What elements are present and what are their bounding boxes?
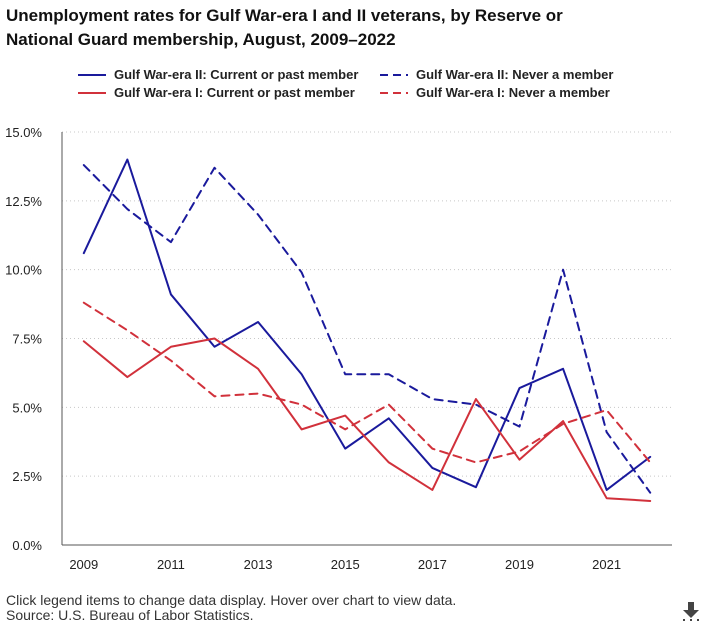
data-point-series-4 [647, 459, 653, 465]
x-tick-label: 2021 [592, 557, 621, 572]
data-point-series-4 [342, 426, 348, 432]
data-point-series-4 [255, 391, 261, 397]
data-point-series-4 [124, 327, 130, 333]
data-point-series-3 [429, 487, 435, 493]
data-point-series-4 [517, 448, 523, 454]
data-point-series-3 [604, 495, 610, 501]
data-point-series-2 [81, 162, 87, 168]
data-point-series-1 [473, 484, 479, 490]
data-point-series-1 [386, 415, 392, 421]
data-point-series-3 [212, 336, 218, 342]
data-point-series-4 [168, 358, 174, 364]
data-point-series-3 [517, 457, 523, 463]
data-point-series-4 [560, 421, 566, 427]
data-point-series-1 [517, 385, 523, 391]
x-tick-label: 2017 [418, 557, 447, 572]
chart-title-line-1: Unemployment rates for Gulf War-era I an… [6, 6, 563, 25]
data-point-series-2 [386, 371, 392, 377]
x-tick-label: 2009 [69, 557, 98, 572]
series-line-2 [82, 164, 652, 494]
data-point-series-4 [604, 407, 610, 413]
data-point-series-3 [647, 498, 653, 504]
data-point-series-1 [429, 465, 435, 471]
footer-source: Source: U.S. Bureau of Labor Statistics. [6, 607, 254, 623]
legend-label: Gulf War-era I: Current or past member [114, 85, 355, 100]
data-point-series-2 [560, 267, 566, 273]
data-point-series-1 [124, 157, 130, 163]
data-point-series-4 [386, 402, 392, 408]
legend-swatch-dashed-red [380, 92, 408, 94]
x-tick-label: 2011 [157, 557, 185, 572]
data-point-series-3 [342, 413, 348, 419]
legend-label: Gulf War-era II: Never a member [416, 67, 614, 82]
data-point-series-1 [560, 366, 566, 372]
legend-swatch-dashed-blue [380, 74, 408, 76]
data-point-series-1 [299, 371, 305, 377]
chart-title-line-2: National Guard membership, August, 2009–… [6, 30, 396, 49]
x-tick-label: 2019 [505, 557, 534, 572]
data-point-series-1 [81, 250, 87, 256]
y-tick-label: 2.5% [12, 469, 42, 484]
data-point-series-2 [299, 269, 305, 275]
chart-title: Unemployment rates for Gulf War-era I an… [6, 4, 646, 52]
legend-swatch-solid-red [78, 92, 106, 94]
data-point-series-2 [124, 206, 130, 212]
y-tick-label: 15.0% [5, 125, 42, 140]
x-tick-label: 2015 [331, 557, 360, 572]
data-point-series-1 [212, 344, 218, 350]
data-point-series-2 [429, 396, 435, 402]
y-tick-label: 10.0% [5, 263, 42, 278]
data-point-series-2 [517, 424, 523, 430]
data-point-series-2 [255, 212, 261, 218]
data-point-series-4 [299, 402, 305, 408]
footer-instructions: Click legend items to change data displa… [6, 592, 457, 608]
data-point-series-3 [386, 459, 392, 465]
legend-label: Gulf War-era I: Never a member [416, 85, 610, 100]
data-point-series-2 [647, 490, 653, 496]
data-point-series-3 [255, 366, 261, 372]
data-point-series-1 [255, 319, 261, 325]
y-tick-label: 7.5% [12, 332, 42, 347]
data-point-series-3 [124, 374, 130, 380]
data-point-series-3 [473, 396, 479, 402]
data-point-series-2 [168, 239, 174, 245]
y-tick-label: 12.5% [5, 194, 42, 209]
data-point-series-3 [299, 426, 305, 432]
data-point-series-3 [81, 338, 87, 344]
data-point-series-3 [168, 344, 174, 350]
data-point-series-4 [473, 459, 479, 465]
data-point-series-2 [342, 371, 348, 377]
data-point-series-1 [604, 487, 610, 493]
download-icon[interactable] [681, 600, 701, 622]
data-point-series-4 [81, 300, 87, 306]
data-point-series-4 [212, 393, 218, 399]
data-point-series-2 [604, 429, 610, 435]
series-line-4 [82, 301, 652, 464]
legend-swatch-solid-blue [78, 74, 106, 76]
data-point-series-2 [212, 165, 218, 171]
data-point-series-1 [342, 446, 348, 452]
y-tick-label: 5.0% [12, 400, 42, 415]
x-tick-label: 2013 [244, 557, 273, 572]
series-line-1 [82, 158, 652, 491]
y-tick-label: 0.0% [12, 538, 42, 553]
legend-label: Gulf War-era II: Current or past member [114, 67, 359, 82]
data-point-series-1 [168, 291, 174, 297]
data-point-series-4 [429, 446, 435, 452]
